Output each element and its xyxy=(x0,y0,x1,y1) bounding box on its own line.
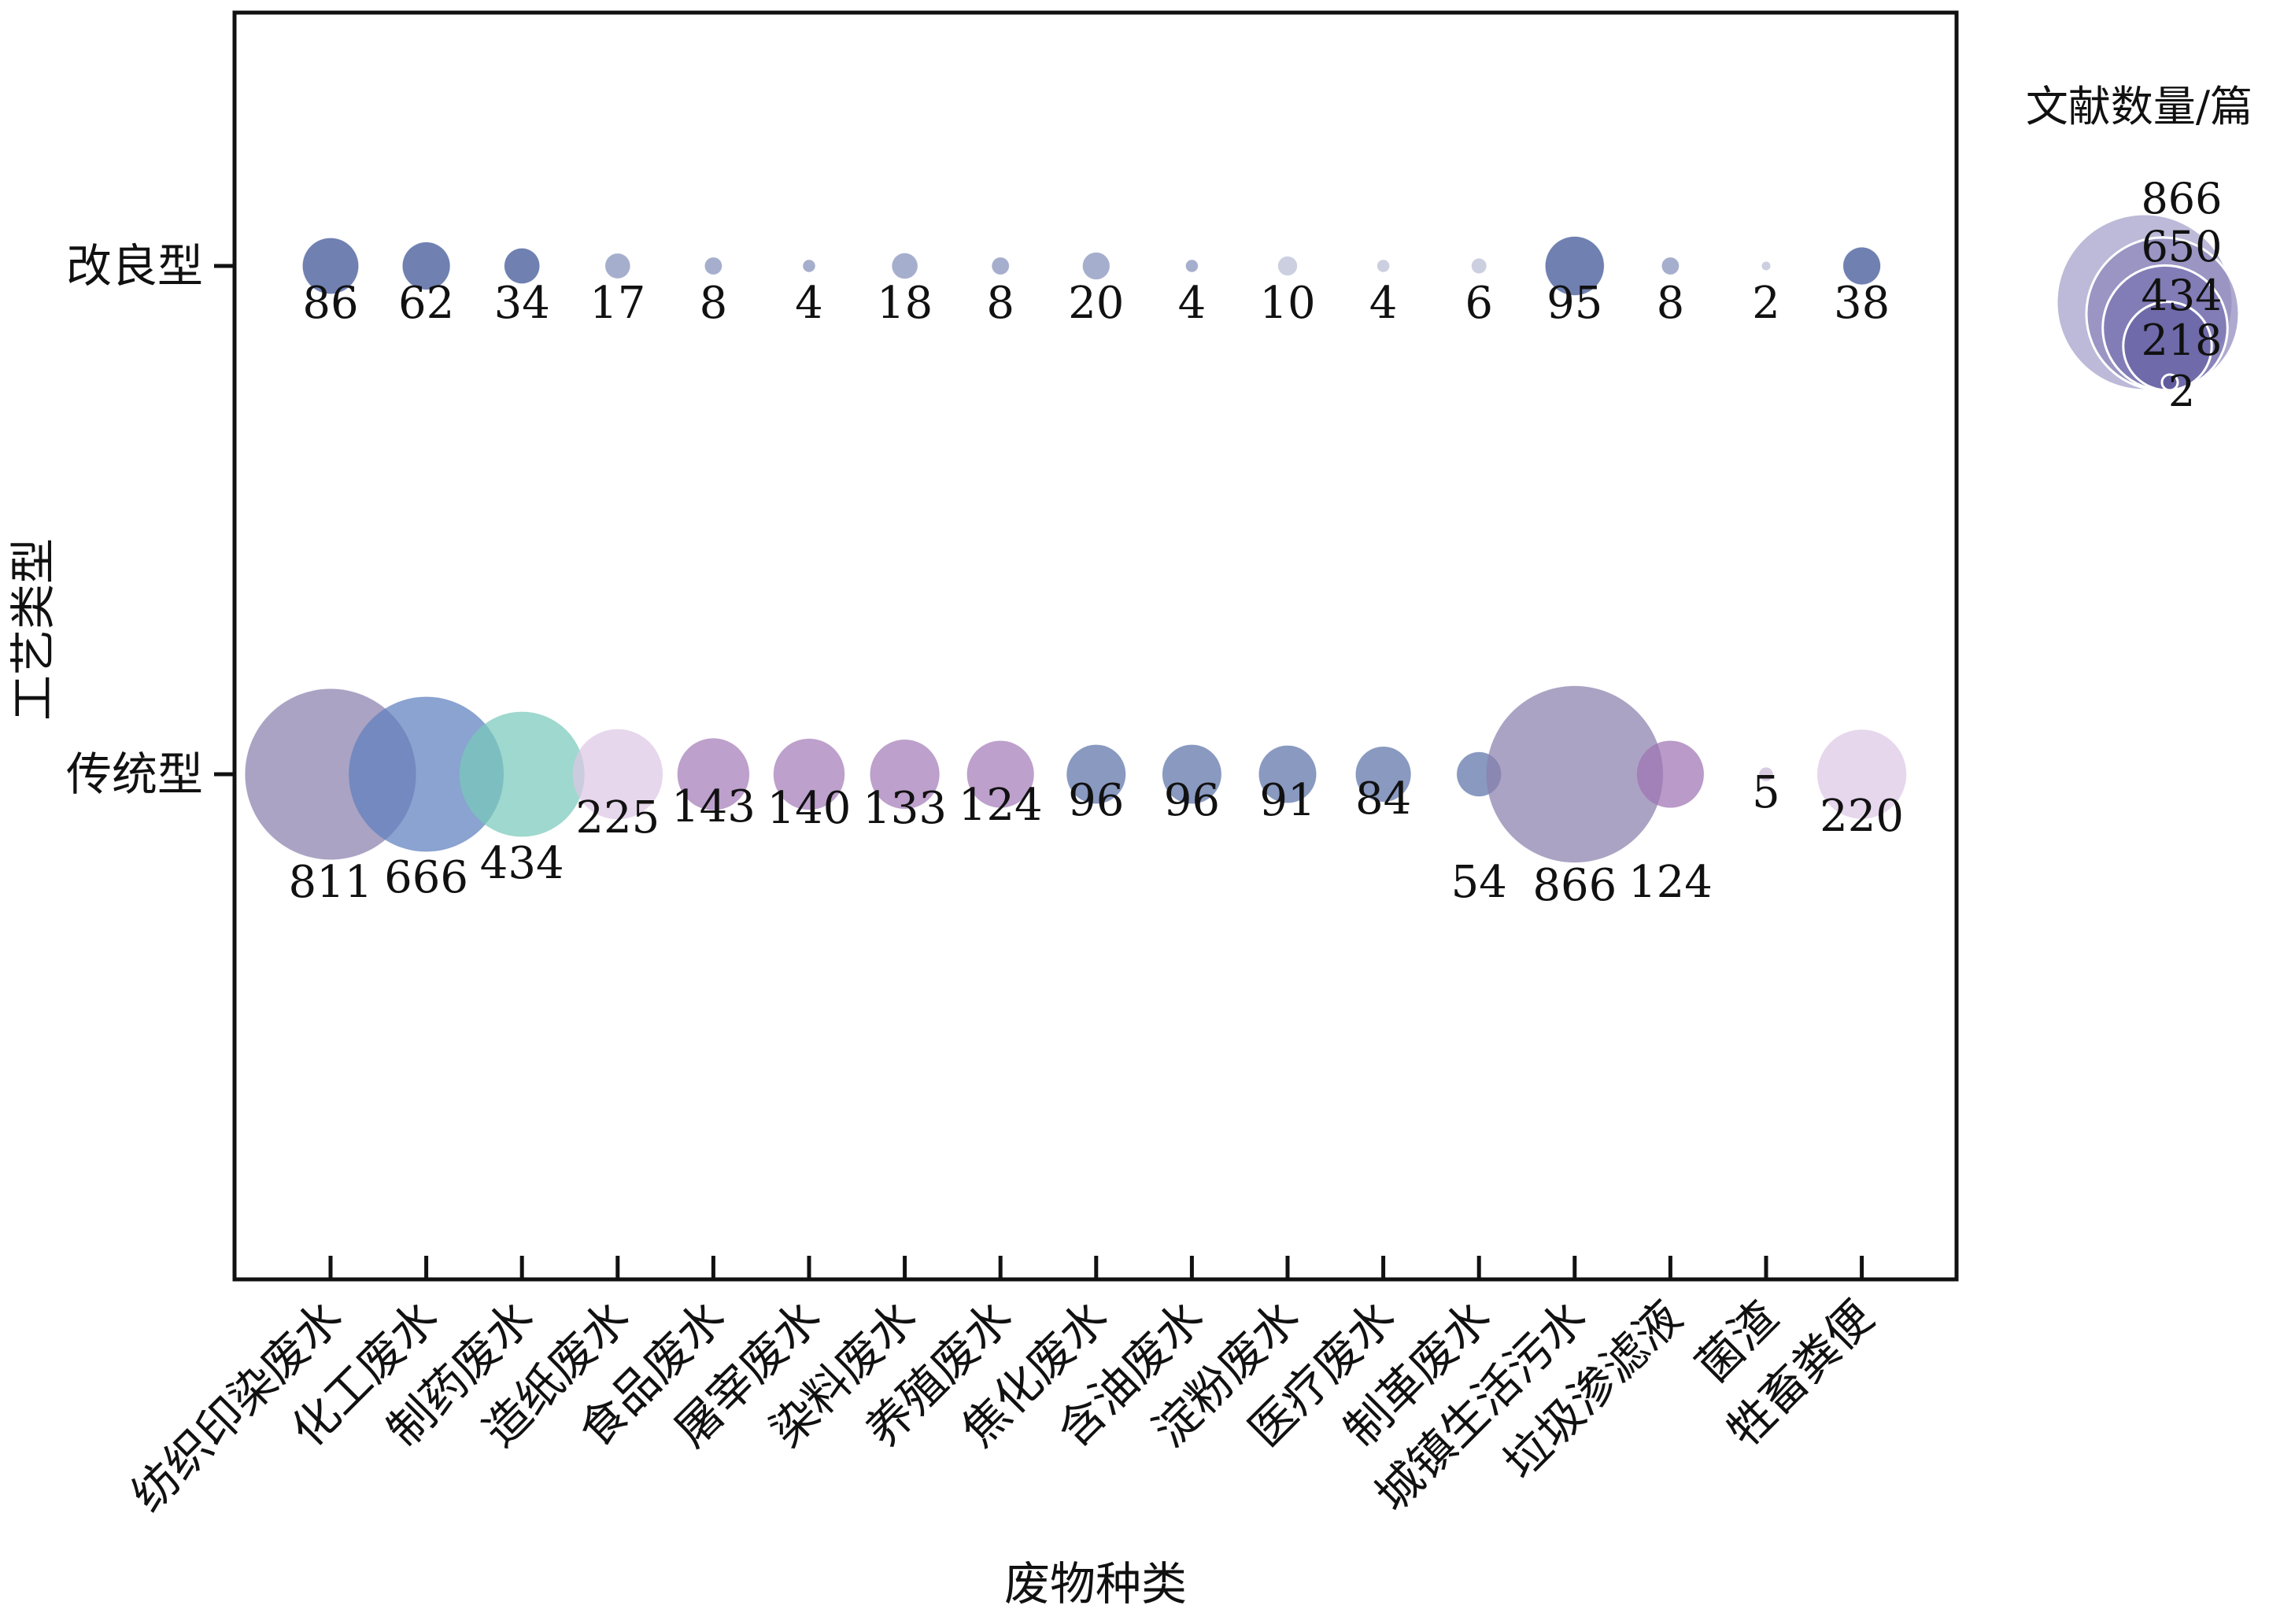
value-label-improved: 8 xyxy=(700,278,728,329)
value-label-traditional: 225 xyxy=(575,792,660,843)
value-label-traditional: 54 xyxy=(1451,857,1507,908)
value-label-improved: 8 xyxy=(986,278,1014,329)
legend-value-label: 866 xyxy=(2141,174,2222,223)
value-label-traditional: 124 xyxy=(1628,857,1713,908)
value-label-improved: 4 xyxy=(1369,278,1398,329)
legend-value-label: 2 xyxy=(2168,367,2195,416)
value-label-improved: 38 xyxy=(1834,278,1890,329)
bubble-improved xyxy=(1761,261,1771,271)
bubbles-layer xyxy=(245,236,1907,863)
bubble-improved xyxy=(1545,236,1605,296)
value-label-traditional: 140 xyxy=(767,783,852,834)
value-label-improved: 20 xyxy=(1068,278,1124,329)
bubble-improved xyxy=(1185,259,1199,273)
value-label-traditional: 96 xyxy=(1164,775,1220,826)
bubble-improved xyxy=(604,253,630,279)
value-label-traditional: 96 xyxy=(1068,775,1124,826)
bubble-traditional xyxy=(1258,745,1317,803)
value-label-traditional: 133 xyxy=(863,783,947,834)
bubble-traditional xyxy=(1162,744,1222,804)
value-label-traditional: 143 xyxy=(671,781,756,832)
bubble-traditional xyxy=(1486,685,1664,863)
value-label-traditional: 124 xyxy=(959,780,1043,831)
value-label-improved: 95 xyxy=(1547,278,1602,329)
value-label-traditional: 5 xyxy=(1752,767,1780,818)
bubble-traditional xyxy=(773,738,845,810)
bubble-traditional xyxy=(1816,729,1907,819)
value-label-improved: 4 xyxy=(1178,278,1207,329)
value-label-improved: 6 xyxy=(1465,278,1493,329)
value-label-improved: 86 xyxy=(302,278,358,329)
bubble-traditional xyxy=(870,739,940,810)
bubble-improved xyxy=(1661,257,1680,275)
bubble-traditional xyxy=(1758,766,1774,782)
value-label-improved: 10 xyxy=(1259,278,1315,329)
bubble-improved xyxy=(1842,247,1881,285)
value-label-traditional: 434 xyxy=(480,838,564,889)
x-axis-title: 废物种类 xyxy=(1004,1557,1187,1611)
bubble-traditional xyxy=(1636,740,1705,808)
value-label-traditional: 84 xyxy=(1355,773,1411,825)
value-label-improved: 62 xyxy=(398,278,454,329)
value-label-traditional: 666 xyxy=(384,852,468,903)
legend-value-label: 218 xyxy=(2141,316,2222,365)
bubble-traditional xyxy=(966,740,1035,808)
value-label-improved: 8 xyxy=(1657,278,1685,329)
value-label-traditional: 866 xyxy=(1532,860,1617,911)
value-label-traditional: 220 xyxy=(1820,791,1904,842)
bubble-improved xyxy=(504,248,540,284)
y-tick-label-improved: 改良型 xyxy=(66,239,203,293)
value-label-traditional: 811 xyxy=(289,857,373,908)
value-label-improved: 34 xyxy=(494,278,550,329)
bubble-improved xyxy=(1277,256,1298,276)
legend-title: 文献数量/篇 xyxy=(2026,82,2252,131)
bubble-improved xyxy=(302,238,359,294)
bubble-traditional xyxy=(1355,746,1411,803)
value-label-improved: 2 xyxy=(1752,278,1780,329)
legend-value-label: 434 xyxy=(2141,271,2222,320)
bubble-improved xyxy=(1471,258,1487,274)
bubble-improved xyxy=(402,242,451,290)
legend-circle xyxy=(2160,373,2179,392)
legend-value-label: 650 xyxy=(2141,222,2222,271)
bubble-improved xyxy=(991,257,1010,275)
bubble-improved xyxy=(1377,259,1390,273)
plot-frame xyxy=(232,10,1959,1282)
x-ticks-layer: 纺织印染废水化工废水制药废水造纸废水食品废水屠宰废水染料废水养殖废水焦化废水含油… xyxy=(121,1256,1883,1522)
value-label-improved: 18 xyxy=(877,278,933,329)
bubble-improved xyxy=(704,257,722,275)
legend-circles xyxy=(2055,212,2241,392)
y-tick-label-traditional: 传统型 xyxy=(66,747,203,801)
value-label-traditional: 91 xyxy=(1259,775,1315,826)
bubble-improved xyxy=(1082,252,1110,280)
bubble-traditional xyxy=(459,711,585,837)
bubble-traditional xyxy=(677,737,750,811)
bubble-improved xyxy=(802,259,816,273)
y-axis-title: 工艺类型 xyxy=(6,538,60,721)
bubble-improved xyxy=(891,253,918,279)
bubble-traditional xyxy=(572,729,663,820)
value-label-improved: 4 xyxy=(795,278,823,329)
value-label-improved: 17 xyxy=(589,278,645,329)
bubble-traditional xyxy=(1066,744,1126,804)
